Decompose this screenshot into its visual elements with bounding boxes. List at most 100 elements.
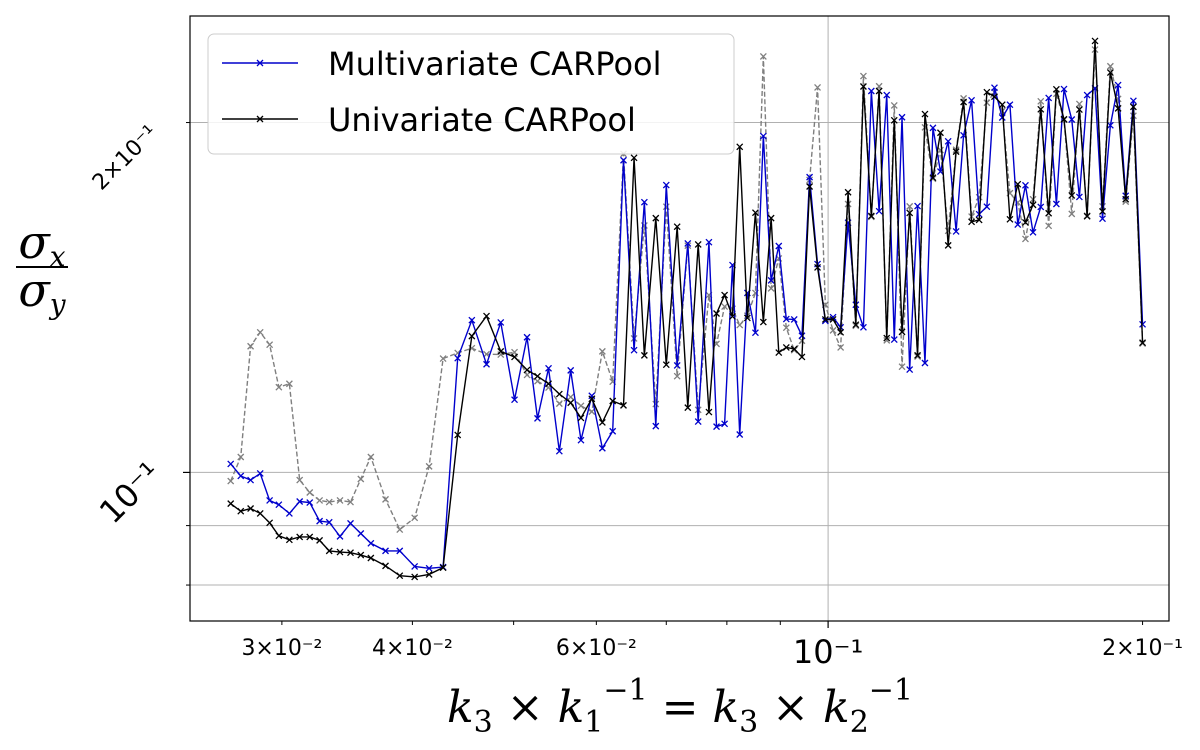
data-point-marker (936, 129, 944, 137)
data-point-marker (357, 551, 365, 559)
data-point-marker (721, 303, 729, 311)
data-point-marker (790, 345, 798, 353)
data-point-marker (640, 351, 648, 359)
data-point-marker (577, 414, 585, 422)
data-point-marker (382, 495, 389, 503)
data-point-marker (266, 341, 274, 349)
data-point-marker (694, 240, 702, 248)
data-point-marker (588, 392, 596, 400)
data-point-marker (759, 132, 767, 140)
data-point-marker (567, 399, 575, 407)
data-point-marker (906, 366, 914, 374)
data-point-marker (425, 570, 433, 578)
data-point-marker (798, 337, 806, 345)
data-point-marker (237, 507, 245, 515)
data-point-marker (983, 88, 991, 96)
data-point-marker (859, 83, 867, 90)
data-point-marker (875, 87, 883, 95)
data-point-marker (256, 469, 264, 477)
data-point-marker (306, 533, 314, 541)
data-point-marker (814, 263, 822, 271)
data-point-marker (1139, 339, 1147, 347)
data-point-marker (968, 96, 976, 104)
data-point-marker (411, 573, 419, 581)
data-point-marker (285, 380, 293, 388)
data-point-marker (609, 397, 617, 405)
data-point-marker (736, 431, 744, 438)
data-point-marker (914, 351, 922, 359)
data-point-marker (944, 241, 952, 249)
data-point-marker (620, 401, 627, 409)
data-point-marker (759, 318, 767, 326)
data-point-marker (439, 564, 447, 572)
data-point-marker (829, 326, 837, 334)
data-point-marker (673, 362, 681, 369)
data-point-marker (1106, 69, 1114, 77)
data-point-marker (883, 91, 891, 99)
data-point-marker (751, 329, 759, 337)
data-point-marker (859, 323, 867, 331)
data-point-marker (767, 276, 775, 284)
data-point-marker (1014, 221, 1022, 229)
data-point-marker (1122, 198, 1130, 206)
data-point-marker (694, 418, 702, 426)
data-point-marker (545, 380, 553, 388)
data-point-marker (296, 498, 304, 505)
data-point-marker (336, 548, 344, 556)
data-point-marker (555, 447, 563, 455)
data-point-marker (285, 536, 293, 544)
x-tick-label: 2×10⁻¹ (1102, 636, 1183, 661)
data-point-marker (684, 404, 692, 412)
data-point-marker (782, 324, 790, 332)
data-point-marker (325, 547, 333, 555)
data-point-marker (237, 472, 245, 480)
data-point-marker (743, 314, 751, 322)
data-point-marker (1075, 193, 1083, 201)
data-point-marker (829, 315, 837, 323)
data-point-marker (411, 563, 419, 570)
data-point-marker (266, 496, 274, 504)
data-point-marker (454, 354, 462, 362)
data-point-marker (713, 423, 720, 431)
data-point-marker (662, 361, 670, 369)
data-point-marker (306, 489, 314, 496)
data-point-marker (837, 343, 845, 351)
data-point-marker (806, 183, 814, 190)
data-point-marker (630, 154, 638, 162)
data-point-marker (1068, 116, 1076, 123)
data-point-marker (598, 347, 606, 355)
data-point-marker (439, 355, 447, 363)
data-point-marker (1052, 200, 1060, 208)
data-point-marker (1122, 195, 1130, 203)
data-point-marker (898, 328, 906, 336)
data-point-marker (497, 318, 505, 326)
data-point-marker (534, 414, 541, 422)
legend-label: Univariate CARPool (328, 101, 636, 139)
data-point-marker (790, 315, 798, 323)
data-point-marker (883, 334, 891, 342)
data-point-marker (914, 353, 922, 361)
x-axis-label: k3 × k1−1 = k3 × k2−1 (447, 673, 913, 740)
data-point-marker (914, 202, 922, 210)
data-point-marker (859, 72, 867, 80)
legend: Multivariate CARPool Univariate CARPool (207, 33, 735, 155)
data-point-marker (837, 328, 845, 336)
data-point-marker (1037, 97, 1045, 105)
x-tick-label: 6×10⁻² (556, 636, 637, 661)
data-point-marker (775, 349, 783, 357)
x-tick-label: 3×10⁻² (241, 636, 322, 661)
data-point-marker (256, 328, 264, 336)
data-point-marker (347, 549, 354, 557)
data-point-marker (523, 371, 531, 379)
data-point-marker (555, 400, 563, 408)
legend-label: Multivariate CARPool (328, 45, 662, 83)
data-point-marker (382, 547, 389, 555)
data-point-marker (906, 202, 914, 210)
data-point-marker (640, 198, 648, 206)
data-point-marker (1114, 104, 1122, 112)
data-point-marker (285, 509, 293, 517)
data-point-marker (275, 383, 283, 391)
data-point-marker (898, 113, 906, 121)
